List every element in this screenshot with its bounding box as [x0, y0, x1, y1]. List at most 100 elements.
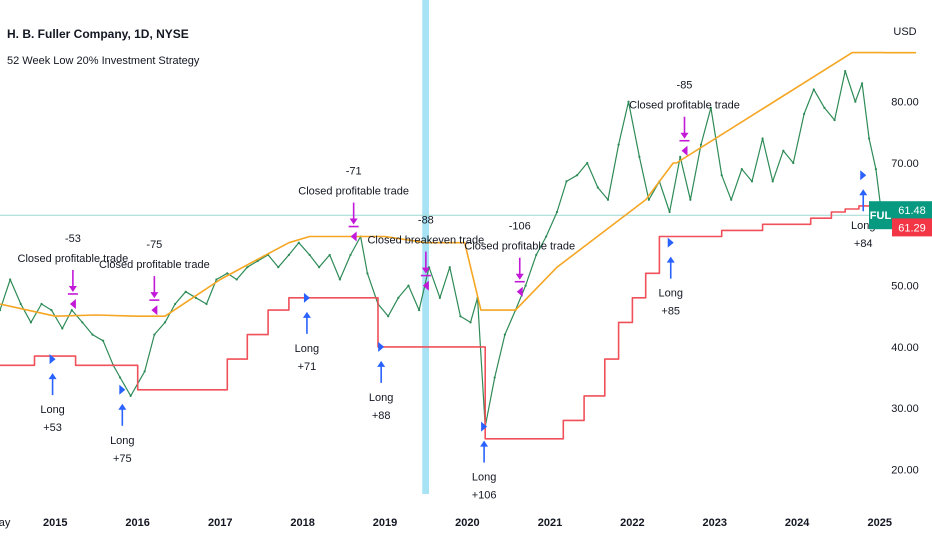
exit-arrow-head-icon — [515, 273, 524, 280]
exit-arrow-head-icon — [680, 132, 689, 139]
chart-title: H. B. Fuller Company, 1D, NYSE — [7, 27, 189, 41]
entry-marker-icon — [49, 354, 56, 365]
level-price-badge — [892, 218, 932, 237]
price-point — [469, 321, 472, 324]
price-point — [153, 333, 156, 336]
price-point — [854, 100, 857, 103]
y-tick-label: 40.00 — [891, 342, 919, 354]
price-point — [184, 290, 187, 293]
entry-arrow-head-icon — [118, 403, 127, 410]
trade-4: Long +88 -88 Closed breakeven trade — [367, 215, 484, 422]
entry-arrow-head-icon — [302, 311, 311, 318]
price-point — [143, 370, 146, 373]
entry-arrow-head-icon — [48, 373, 57, 380]
price-point — [205, 302, 208, 306]
price-point — [438, 296, 441, 299]
exit-quantity-label: -85 — [677, 80, 693, 92]
x-tick-label: 2023 — [702, 517, 726, 529]
trade-6: Long +85 -85 Closed profitable trade — [629, 80, 740, 318]
entry-quantity-label: +84 — [854, 238, 873, 250]
price-point — [771, 180, 774, 183]
chart-subtitle: 52 Week Low 20% Investment Strategy — [7, 55, 200, 67]
x-tick-label: 2021 — [538, 517, 562, 529]
price-point — [586, 161, 589, 165]
price-point — [575, 174, 579, 177]
exit-marker-icon — [350, 231, 357, 242]
exit-arrow-head-icon — [150, 292, 159, 299]
entry-arrow-head-icon — [480, 440, 489, 447]
price-point — [448, 266, 451, 269]
price-point — [297, 241, 300, 244]
exit-quantity-label: -53 — [65, 233, 81, 245]
exit-status-label: Closed profitable trade — [629, 100, 740, 112]
y-tick-label: 80.00 — [891, 97, 919, 109]
level-price-value: 61.29 — [898, 222, 926, 234]
entry-marker-icon — [481, 421, 488, 432]
exit-marker-icon — [681, 145, 688, 156]
price-point — [868, 137, 871, 140]
entry-arrow-head-icon — [859, 189, 868, 196]
price-point — [235, 278, 238, 281]
price-point — [679, 155, 682, 158]
exit-arrow-head-icon — [68, 285, 77, 292]
price-point — [823, 106, 826, 109]
x-tick-label: 2020 — [455, 517, 479, 529]
ticker-badge-label: FUL — [870, 210, 892, 222]
price-point — [0, 309, 2, 312]
price-point — [397, 296, 400, 299]
price-point — [19, 302, 22, 306]
x-tick-label: 2022 — [620, 517, 644, 529]
ticker-badge[interactable] — [869, 201, 892, 230]
price-point — [70, 309, 73, 312]
entry-marker-icon — [667, 237, 674, 248]
price-point — [750, 180, 754, 183]
price-point — [720, 174, 723, 177]
price-point — [163, 321, 167, 324]
price-point — [308, 253, 311, 257]
exit-status-label: Closed profitable trade — [18, 253, 129, 265]
exit-marker-icon — [151, 305, 158, 316]
price-point — [503, 333, 506, 336]
price-point — [459, 315, 462, 318]
price-point — [792, 161, 795, 165]
price-point — [782, 149, 785, 152]
price-point — [215, 278, 218, 281]
price-point — [366, 272, 369, 275]
price-point — [338, 278, 341, 281]
x-tick-label: 2019 — [373, 517, 397, 529]
x-tick-label: 2016 — [125, 517, 149, 529]
price-point — [226, 272, 229, 275]
y-tick-label: 50.00 — [891, 281, 919, 293]
entry-label: Long — [295, 343, 319, 355]
currency-label[interactable]: USD — [893, 26, 916, 38]
price-point — [174, 302, 177, 306]
entry-marker-icon — [860, 170, 867, 181]
price-point — [91, 333, 94, 336]
entry-marker-icon — [119, 384, 126, 395]
price-point — [833, 118, 836, 122]
price-point — [81, 321, 84, 324]
price-point — [50, 309, 53, 312]
price-point — [874, 168, 877, 171]
price-point — [535, 253, 538, 257]
entry-quantity-label: +88 — [372, 410, 391, 422]
price-point — [638, 155, 641, 158]
price-point — [118, 376, 122, 379]
price-point — [699, 143, 703, 146]
price-point — [61, 327, 64, 330]
x-tick-label: 2018 — [290, 517, 314, 529]
x-tick-label: 2024 — [785, 517, 810, 529]
entry-quantity-label: +75 — [113, 453, 132, 465]
price-point — [606, 198, 610, 201]
price-point — [102, 339, 105, 342]
exit-marker-icon — [516, 286, 523, 297]
price-point — [417, 309, 421, 312]
price-point — [328, 253, 331, 257]
x-tick-label: May — [0, 517, 11, 529]
entry-quantity-label: +71 — [298, 361, 317, 373]
price-point — [617, 143, 620, 146]
entry-arrow-head-icon — [377, 360, 386, 367]
exit-status-label: Closed profitable trade — [298, 186, 409, 198]
